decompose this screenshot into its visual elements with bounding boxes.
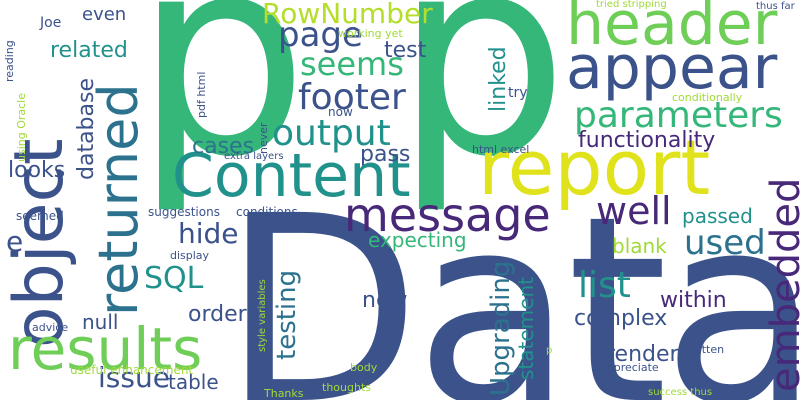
word-tried-stripping: tried stripping — [596, 0, 667, 10]
word-parameters: parameters — [574, 95, 783, 136]
word-expecting: expecting — [368, 228, 467, 252]
word-seemed: seemed — [16, 209, 64, 223]
word-pass: pass — [360, 142, 411, 167]
word-new: new — [362, 288, 408, 313]
word-success-thus: success thus — [648, 387, 713, 398]
word-conditions: conditions — [236, 205, 298, 219]
word-display: display — [170, 249, 210, 262]
word-extra-layers: extra layers — [224, 151, 284, 162]
word-body: body — [350, 361, 378, 374]
word-embedded: embedded — [763, 177, 800, 392]
word-thus-far: thus far — [756, 1, 795, 12]
word-looks: looks — [8, 158, 66, 183]
word-never: never — [257, 122, 270, 154]
word-now: now — [328, 105, 353, 119]
word-appreciate: appreciate — [600, 361, 659, 374]
word-footer: footer — [298, 77, 406, 118]
word-gotten: gotten — [688, 343, 725, 356]
word-list: list — [578, 265, 631, 306]
word-style-variables: style variables — [257, 279, 268, 352]
word-sql: SQL — [144, 261, 204, 296]
word-returned: returned — [87, 83, 150, 316]
word-blank: blank — [612, 234, 667, 258]
word-useful-enhancement: useful enhancement — [70, 363, 194, 377]
word-using-oracle: using Oracle — [15, 92, 28, 162]
word-results: results — [8, 315, 203, 383]
word-rownumber: RowNumber — [262, 0, 433, 30]
word-p-small: p — [546, 345, 553, 356]
word-thanks: Thanks — [264, 387, 304, 400]
word-linked: linked — [486, 46, 511, 112]
word-suggestions: suggestions — [148, 205, 220, 219]
word-message: message — [344, 188, 551, 242]
word-functionality: functionality — [578, 128, 716, 153]
word-header: header — [566, 0, 778, 59]
word-report: report — [478, 123, 711, 212]
word-upgrading: Upgrading — [486, 260, 516, 396]
word-cases: cases — [192, 134, 255, 159]
word-advice: advice — [32, 321, 69, 334]
word-working-yet: working yet — [338, 27, 403, 40]
word-page: page — [278, 15, 363, 55]
word-even: even — [82, 4, 127, 25]
word-p: p — [134, 0, 309, 217]
word-render: render — [606, 342, 679, 367]
word-joe: Joe — [40, 15, 62, 31]
word-e: e — [6, 225, 24, 258]
word-pdf-html: pdf html — [195, 71, 208, 118]
word-within: within — [660, 288, 727, 313]
word-well: well — [596, 189, 672, 233]
word-order: order — [188, 302, 247, 327]
word-related: related — [50, 38, 128, 63]
word-content: Content — [172, 141, 411, 211]
word-statement: statement — [514, 277, 538, 380]
word-reading: reading — [3, 40, 16, 82]
word-output: output — [272, 113, 391, 154]
word-p: p — [394, 0, 569, 217]
word-try: try — [508, 85, 528, 101]
word-table: table — [168, 370, 219, 394]
word-seems: seems — [300, 45, 404, 83]
word-complex: complex — [574, 306, 668, 331]
word-hide: hide — [178, 217, 239, 250]
word-null: null — [82, 310, 119, 334]
word-data: Data — [222, 161, 800, 400]
word-html-excel: html excel — [472, 143, 530, 156]
word-used: used — [684, 223, 766, 263]
word-database: database — [74, 78, 99, 180]
word-testing: testing — [272, 269, 302, 360]
word-passed: passed — [682, 204, 753, 228]
word-conditionally: conditionally — [672, 91, 743, 104]
word-issue: issue — [98, 361, 170, 394]
word-thoughts: thoughts — [322, 381, 371, 394]
word-appear: appear — [566, 33, 778, 103]
word-test: test — [384, 38, 427, 63]
